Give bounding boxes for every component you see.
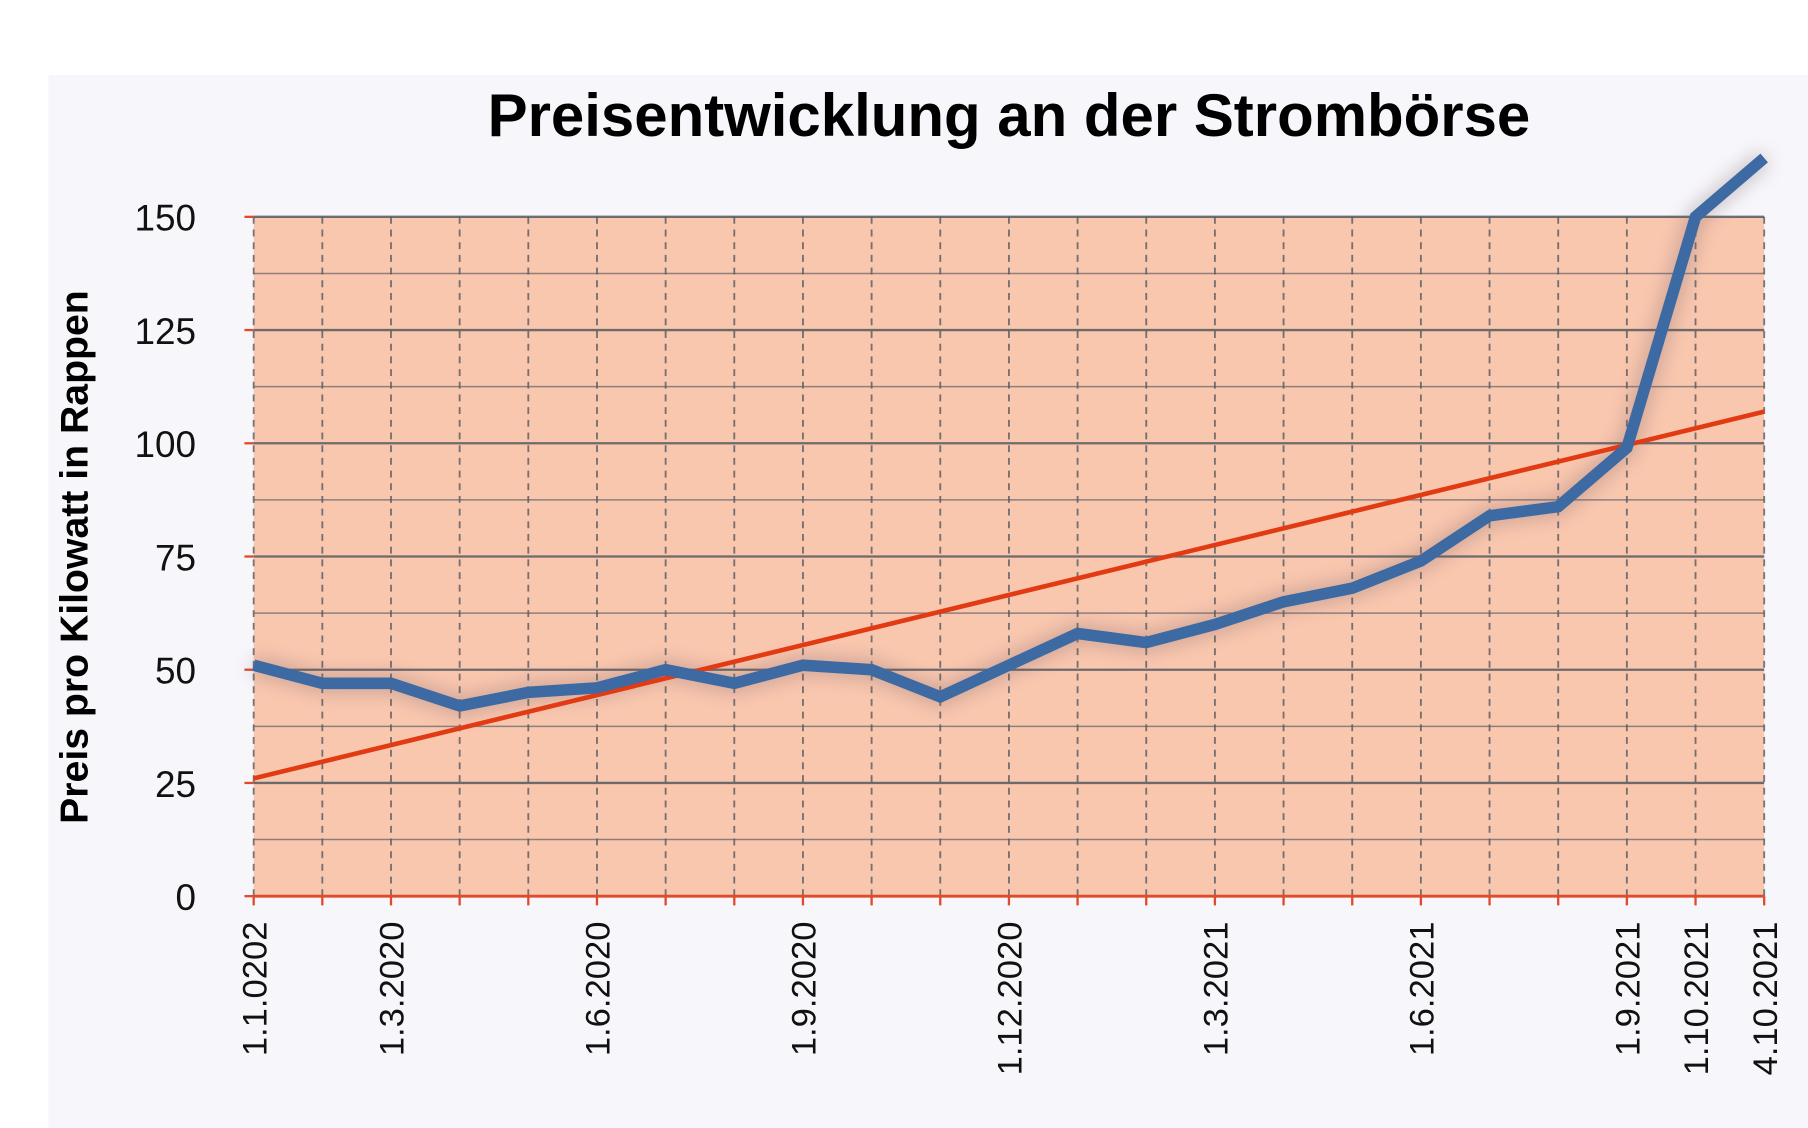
y-tick-label: 75 xyxy=(155,537,196,578)
x-tick-label: 1.9.2020 xyxy=(786,922,824,1057)
chart-title: Preisentwicklung an der Strombörse xyxy=(488,82,1531,149)
x-tick-label: 1.12.2020 xyxy=(992,922,1030,1076)
axes xyxy=(244,215,1766,906)
x-tick-label: 1.10.2021 xyxy=(1678,922,1716,1076)
tick-labels: 0 25 50 75 100 125 150 1.1.0202 1.3.2020 1.6.2020… xyxy=(134,198,1784,1076)
trend-line xyxy=(253,409,1765,781)
x-tick-label: 1.3.2021 xyxy=(1198,922,1236,1057)
x-tick-label: 4.10.2021 xyxy=(1747,922,1785,1076)
y-tick-label: 125 xyxy=(134,311,196,352)
y-tick-label: 100 xyxy=(134,424,196,465)
gridlines xyxy=(252,215,1766,897)
series-layer xyxy=(251,151,1770,781)
y-tick-label: 50 xyxy=(155,651,196,692)
x-tick-label: 1.3.2020 xyxy=(374,922,412,1057)
y-tick-label: 25 xyxy=(155,764,196,805)
x-tick-label: 1.1.0202 xyxy=(236,922,274,1057)
y-axis-label: Preis pro Kilowatt in Rappen xyxy=(54,290,97,824)
x-tick-label: 1.6.2020 xyxy=(580,922,618,1057)
y-tick-label: 150 xyxy=(134,198,196,239)
x-tick-label: 1.6.2021 xyxy=(1404,922,1442,1057)
x-tick-label: 1.9.2021 xyxy=(1610,922,1648,1057)
y-tick-label: 0 xyxy=(175,877,196,918)
